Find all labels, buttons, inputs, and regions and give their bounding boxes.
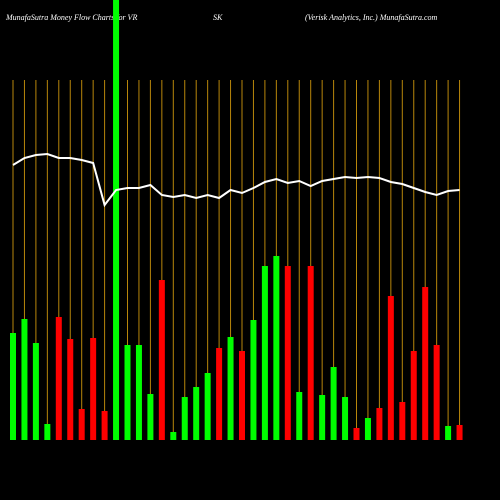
- bar: [44, 424, 51, 440]
- bar: [101, 411, 108, 440]
- bar: [364, 418, 371, 440]
- bar: [387, 296, 394, 440]
- bar: [353, 428, 360, 440]
- bar: [261, 266, 268, 440]
- bar: [342, 397, 349, 440]
- bar: [330, 367, 337, 440]
- bar: [170, 432, 177, 440]
- bar: [319, 395, 326, 440]
- bar: [113, 0, 120, 440]
- bar: [307, 266, 314, 440]
- bar: [284, 266, 291, 440]
- bar: [147, 394, 154, 440]
- bar: [124, 345, 131, 440]
- bar: [376, 408, 383, 440]
- bar: [422, 287, 429, 440]
- bar: [410, 351, 417, 440]
- bar: [158, 280, 165, 440]
- bar: [250, 320, 257, 440]
- bar: [399, 402, 406, 440]
- bar: [204, 373, 211, 440]
- bar: [227, 337, 234, 440]
- bar: [55, 317, 62, 440]
- bar: [433, 345, 440, 440]
- bar: [273, 256, 280, 440]
- bar: [296, 392, 303, 440]
- bar: [32, 343, 39, 440]
- bar: [193, 387, 200, 440]
- bar: [78, 409, 85, 440]
- chart-subtitle: (Verisk Analytics, Inc.) MunafaSutra.com: [305, 13, 437, 22]
- symbol: SK: [213, 13, 223, 22]
- bar: [216, 348, 223, 440]
- bar: [90, 338, 97, 440]
- bar: [445, 426, 452, 440]
- bar: [21, 319, 28, 440]
- bar: [239, 351, 245, 440]
- price-line: [12, 152, 460, 208]
- bar: [181, 397, 188, 440]
- chart-title: MunafaSutra Money Flow Charts for VR: [5, 13, 137, 22]
- bar: [135, 345, 142, 440]
- bar: [67, 339, 74, 440]
- bar: [10, 333, 16, 440]
- bar: [456, 425, 463, 440]
